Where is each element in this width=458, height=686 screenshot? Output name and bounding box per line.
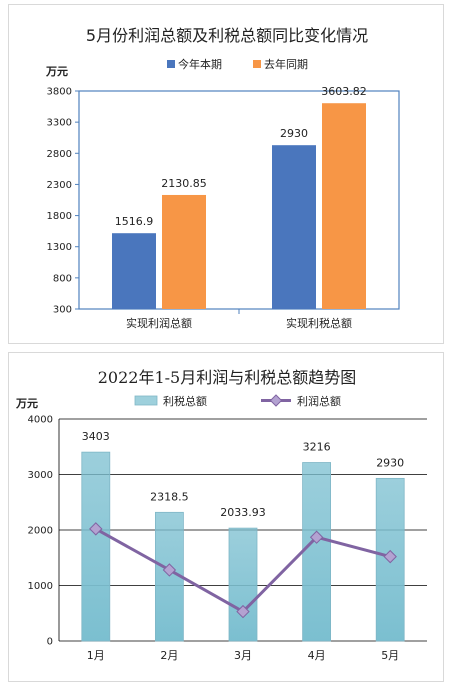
y-tick-label: 300: [53, 305, 72, 316]
x-tick-label: 5月: [381, 649, 399, 662]
legend: 今年本期 去年同期: [167, 57, 308, 71]
y-unit-label: 万元: [15, 397, 38, 410]
chart-trend-svg: 2022年1-5月利润与利税总额趋势图 万元 利税总额 利润总额 4000 3000…: [15, 368, 427, 662]
x-tick-label: 3月: [234, 649, 252, 662]
data-label: 1516.9: [115, 215, 154, 228]
legend-label: 利润总额: [297, 394, 341, 408]
y-unit-label: 万元: [45, 65, 68, 78]
chart-panel-monthly-trend: 2022年1-5月利润与利税总额趋势图 万元 利税总额 利润总额 4000 3000…: [8, 352, 444, 682]
x-tick-label: 1月: [87, 649, 105, 662]
legend-swatch: [167, 60, 175, 68]
data-label: 2318.5: [150, 490, 189, 503]
line-point: [162, 563, 177, 577]
data-label: 2930: [376, 456, 404, 469]
line-point: [309, 530, 324, 544]
chart-panel-profit-tax-yoy: 5月份利润总额及利税总额同比变化情况 万元 今年本期 去年同期 3800 3300 2…: [8, 4, 444, 344]
legend-swatch-bar: [134, 395, 158, 406]
bar-tax-total: [302, 462, 332, 642]
bar-this-year: [272, 145, 316, 309]
chart-title: 2022年1-5月利润与利税总额趋势图: [98, 368, 357, 387]
bar-last-year: [322, 103, 366, 309]
chart-yoy-svg: 5月份利润总额及利税总额同比变化情况 万元 今年本期 去年同期 3800 3300 2…: [45, 26, 400, 330]
bar-tax-total: [228, 527, 258, 642]
legend: 利税总额 利润总额: [134, 394, 341, 408]
x-tick-label: 2月: [160, 649, 178, 662]
bar-this-year: [112, 233, 156, 309]
y-tick-label: 2800: [47, 149, 72, 160]
x-tick-label: 实现利税总额: [286, 316, 352, 330]
legend-swatch: [253, 60, 261, 68]
x-tick-label: 4月: [308, 649, 326, 662]
y-tick-label: 800: [53, 273, 72, 284]
data-label: 3603.82: [321, 85, 367, 98]
plot-area: 4000 3000 2000 1000 0 3403 1月 2318.5 2月 2033.93 3月…: [28, 415, 427, 662]
y-tick-label: 1300: [47, 242, 72, 253]
chart-title: 5月份利润总额及利税总额同比变化情况: [86, 26, 368, 45]
data-label: 2130.85: [161, 177, 207, 190]
legend-swatch-marker: [269, 394, 283, 407]
y-tick-label: 3800: [47, 87, 72, 98]
plot-area: 3800 3300 2800 2300 1800 1300 800 300 实现利润总额 1516…: [47, 85, 400, 330]
y-tick-label: 0: [47, 637, 53, 648]
y-tick-label: 1000: [28, 581, 53, 592]
y-tick-label: 3300: [47, 118, 72, 129]
y-tick-label: 2300: [47, 180, 72, 191]
legend-label: 利税总额: [163, 394, 207, 408]
line-point: [89, 522, 103, 536]
legend-label: 今年本期: [178, 57, 222, 71]
bar-tax-total: [81, 451, 111, 642]
data-label: 2930: [280, 127, 308, 140]
y-tick-label: 3000: [28, 470, 53, 481]
x-tick-label: 实现利润总额: [126, 316, 192, 330]
line-point: [236, 604, 250, 619]
y-tick-label: 1800: [47, 211, 72, 222]
legend-label: 去年同期: [264, 57, 308, 71]
data-label: 3403: [82, 430, 110, 443]
data-label: 3216: [303, 441, 331, 454]
y-tick-label: 2000: [28, 526, 53, 537]
line-point: [383, 549, 397, 564]
bar-last-year: [162, 194, 206, 309]
y-tick-label: 4000: [28, 415, 53, 426]
data-label: 2033.93: [220, 506, 266, 519]
